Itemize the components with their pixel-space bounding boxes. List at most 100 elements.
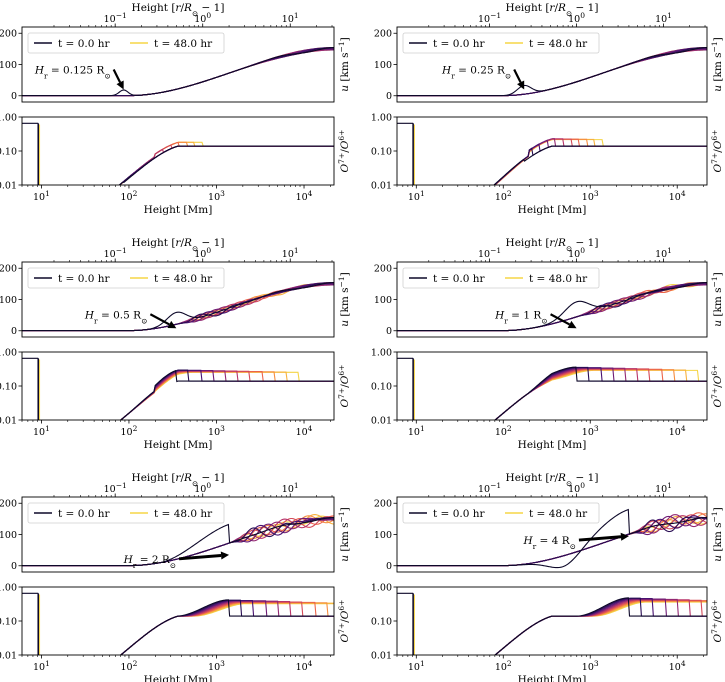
annotation-arrow-head [116,80,124,90]
ratio-line-7 [494,368,707,420]
bottom-xtick-label-3: 104 [296,659,313,674]
ratio-line-4 [119,600,334,655]
ratio-line-7 [493,138,707,185]
top-ytick-label-0: 0 [386,326,392,337]
top-ylabel: u [km s−1] [337,272,352,326]
top-xlabel: Height [r/R⊙ − 1] [132,2,225,18]
top-xtick-label-0: 10−1 [104,246,127,261]
ratio-plot [22,592,334,655]
legend-label-1: t = 48.0 hr [154,508,213,520]
ratio-line-7 [119,370,334,420]
ratio-line-1 [119,369,334,420]
top-ylabel: u [km s−1] [710,37,725,91]
velocity-line-0 [397,46,707,97]
top-xtick-label-2: 101 [282,481,299,496]
top-ytick-label-0: 0 [11,91,17,102]
bottom-xlabel: Height [Mm] [144,439,213,451]
bottom-ytick-label-2: 0.01 [371,180,392,191]
ratio-line-1 [119,599,334,655]
ratio-line-2 [119,599,334,655]
ratio-line-6 [119,601,334,655]
annotation-text: Hr = 0.25 R⊙ [441,65,511,81]
top-ylabel: u [km s−1] [337,37,352,91]
bottom-axes-frame [21,116,335,186]
panel-3: Height [r/R⊙ − 1] 10−1 100 101 0 100 200 u [km … [0,237,351,451]
top-xtick-label-0: 10−1 [104,481,127,496]
top-xtick-label-1: 100 [194,481,211,496]
legend-label-1: t = 48.0 hr [529,273,588,285]
bottom-xlabel: Height [Mm] [518,674,587,682]
bottom-ytick-label-0: 1.00 [371,347,392,358]
bottom-xtick-label-2: 103 [582,659,599,674]
bottom-xtick-label-2: 103 [208,424,225,439]
ratio-line-3 [493,139,707,185]
ratio-line-0 [494,366,707,420]
ratio-line-2 [118,145,334,185]
annotation-arrow-head [517,80,525,90]
ratio-line-3 [119,369,334,420]
annotation: Hr = 4 R⊙ [522,532,629,551]
bottom-ytick-label-2: 0.01 [371,415,392,426]
bottom-xtick-label-0: 101 [408,424,425,439]
annotation-arrow-head [220,551,230,560]
ratio-plot [22,122,334,185]
legend-label-0: t = 0.0 hr [58,273,110,285]
bottom-xlabel: Height [Mm] [144,204,213,216]
ratio-plot [397,357,707,420]
legend: t = 0.0 hr t = 48.0 hr [402,267,600,289]
bottom-xtick-label-1: 102 [495,659,512,674]
ratio-line-2 [119,369,334,420]
velocity-line-6 [22,516,334,567]
top-ytick-label-2: 200 [374,264,392,275]
ratio-line-6 [493,138,707,185]
legend-label-0: t = 0.0 hr [433,273,485,285]
bottom-ytick-label-1: 0.10 [371,381,392,392]
velocity-line-0 [397,281,707,332]
top-ytick-label-1: 100 [0,295,17,306]
annotation-arrow-shaft [578,535,622,542]
annotation-text: Hr = 2 R⊙ [123,554,176,570]
ratio-line-8 [118,141,334,185]
bottom-xtick-label-3: 104 [296,424,313,439]
bottom-axes-frame [396,116,708,186]
bottom-ytick-label-0: 1.00 [371,582,392,593]
ratio-line-1 [493,145,707,185]
top-xtick-label-2: 101 [655,11,672,26]
top-xtick-label-0: 10−1 [478,481,501,496]
ratio-line-10 [494,139,707,185]
top-ytick-label-0: 0 [11,561,17,572]
legend-label-0: t = 0.0 hr [433,508,485,520]
legend: t = 0.0 hr t = 48.0 hr [402,502,600,524]
ratio-line-8 [494,138,707,185]
bottom-axes-frame [396,586,708,656]
velocity-plot [22,514,334,567]
annotation-arrow-shaft [178,553,222,561]
bottom-ylabel: O7+/O6+ [337,130,352,173]
ratio-line-2 [494,598,707,655]
ratio-line-8 [494,600,707,655]
legend-box [402,32,600,54]
bottom-xlabel: Height [Mm] [518,439,587,451]
bottom-xtick-label-0: 101 [33,659,50,674]
panel-4: Height [r/R⊙ − 1] 10−1 100 101 0 100 200 u [km … [371,237,724,451]
annotation-text: Hr = 0.5 R⊙ [84,309,147,325]
legend-label-1: t = 48.0 hr [154,38,213,50]
ratio-line-5 [493,138,707,185]
velocity-line-0 [22,281,334,332]
bottom-ylabel: O7+/O6+ [710,600,725,643]
bottom-xtick-label-0: 101 [408,659,425,674]
top-ylabel: u [km s−1] [710,272,725,326]
bottom-xtick-label-1: 102 [121,189,138,204]
bottom-ylabel: O7+/O6+ [337,600,352,643]
bottom-xlabel: Height [Mm] [144,674,213,682]
ratio-line-9 [119,371,334,420]
ratio-line-9 [494,601,707,655]
ratio-line-6 [119,370,334,420]
bottom-xtick-label-3: 104 [669,659,686,674]
bottom-xtick-label-3: 104 [296,189,313,204]
annotation: Hr = 0.5 R⊙ [84,309,177,329]
top-ylabel: u [km s−1] [337,507,352,561]
legend-label-1: t = 48.0 hr [529,38,588,50]
ratio-line-4 [118,145,334,185]
bottom-xtick-label-2: 103 [208,659,225,674]
